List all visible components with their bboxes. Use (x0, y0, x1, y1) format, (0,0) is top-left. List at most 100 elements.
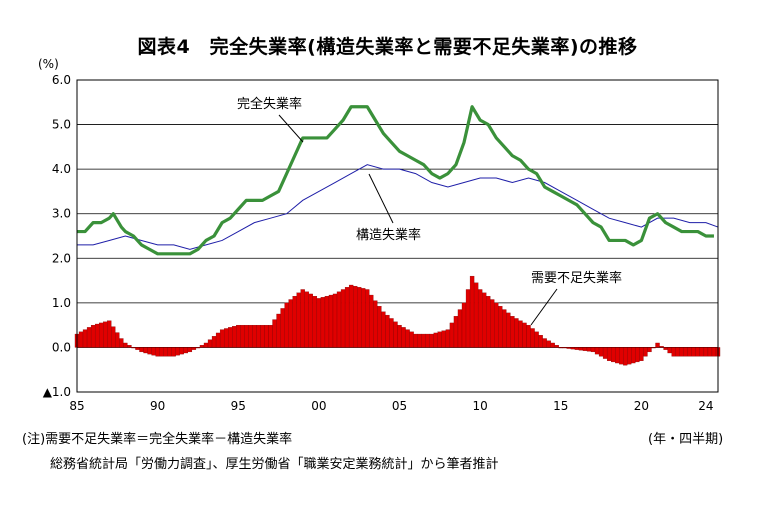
demand-bar-136 (623, 347, 628, 366)
demand-bar-35 (215, 332, 221, 348)
y-axis-unit: (%) (38, 57, 59, 71)
demand-bar-3 (86, 327, 92, 348)
demand-bar-1 (78, 331, 84, 348)
demand-bar-105 (498, 306, 503, 348)
demand-bar-94 (453, 316, 459, 348)
demand-bar-4 (90, 324, 96, 348)
demand-bar-50 (276, 313, 281, 348)
demand-bar-6 (99, 322, 104, 348)
demand-bar-145 (659, 346, 664, 348)
x-tick-label-8: 24 (698, 399, 713, 413)
demand-bar-15 (135, 347, 140, 350)
demand-bar-108 (510, 316, 515, 348)
demand-bar-2 (82, 329, 88, 348)
demand-bar-38 (228, 327, 233, 348)
demand-bar-144 (655, 342, 660, 348)
demand-bar-127 (586, 347, 592, 352)
demand-bar-135 (619, 347, 624, 365)
demand-bar-64 (332, 293, 338, 348)
demand-bar-51 (280, 308, 285, 348)
demand-bar-131 (602, 347, 608, 359)
demand-bar-130 (598, 347, 604, 357)
y-tick-label-3: 3.0 (52, 207, 71, 221)
demand-bar-10 (115, 332, 120, 348)
demand-bar-139 (635, 347, 640, 363)
demand-bar-128 (590, 347, 596, 353)
demand-bar-141 (643, 347, 648, 357)
demand-bar-40 (236, 324, 241, 348)
demand-bar-65 (336, 291, 342, 348)
demand-bar-93 (449, 322, 455, 348)
x-tick-label-5: 10 (473, 399, 488, 413)
demand-bar-91 (441, 330, 447, 348)
demand-bar-81 (401, 327, 406, 348)
demand-bar-9 (111, 326, 116, 348)
demand-bar-54 (292, 296, 297, 348)
demand-bar-67 (344, 287, 350, 348)
demand-bar-56 (300, 289, 305, 348)
demand-bar-48 (268, 324, 273, 348)
demand-bar-126 (582, 347, 588, 351)
demand-bar-84 (413, 333, 418, 348)
x-tick-label-1: 90 (150, 399, 165, 413)
demand-bar-151 (683, 347, 688, 357)
demand-bar-111 (522, 322, 527, 348)
demand-bar-115 (538, 335, 543, 348)
y-tick-label-6: 0.0 (52, 340, 71, 354)
demand-bar-92 (445, 329, 451, 348)
y-tick-label-1: 5.0 (52, 118, 71, 132)
demand-bar-19 (151, 347, 156, 356)
demand-bar-89 (433, 332, 438, 348)
label-structural-rate: 構造失業率 (356, 227, 421, 243)
demand-bar-33 (207, 339, 213, 348)
y-tick-label-4: 2.0 (52, 251, 71, 265)
demand-bar-153 (691, 347, 696, 357)
demand-shortfall-bars (74, 275, 721, 366)
demand-bar-158 (711, 347, 717, 357)
demand-bar-23 (167, 347, 172, 357)
line-layer (77, 105, 719, 256)
x-tick-label-7: 20 (634, 399, 649, 413)
demand-bar-21 (159, 347, 164, 357)
demand-bar-106 (502, 309, 507, 348)
demand-bar-68 (348, 284, 354, 348)
demand-bar-44 (252, 324, 257, 348)
note-formula: (注)需要不足失業率＝完全失業率－構造失業率 (22, 432, 293, 447)
demand-bar-43 (248, 324, 253, 348)
demand-bar-73 (369, 294, 374, 348)
demand-bar-140 (639, 347, 644, 361)
demand-bar-24 (171, 347, 176, 357)
demand-bar-123 (570, 347, 576, 350)
demand-bar-125 (578, 347, 584, 351)
demand-bar-70 (357, 287, 362, 348)
y-tick-label-0: 6.0 (52, 73, 71, 87)
demand-bar-80 (397, 324, 402, 348)
demand-bar-66 (340, 289, 346, 348)
demand-bar-16 (139, 347, 144, 353)
demand-bar-148 (671, 347, 676, 357)
demand-bar-25 (175, 347, 180, 356)
demand-bar-117 (546, 340, 551, 348)
demand-bar-118 (550, 342, 555, 348)
demand-bar-26 (179, 347, 184, 355)
y-tick-label-7: ▲1.0 (43, 385, 71, 399)
demand-bar-101 (482, 292, 487, 348)
y-tick-label-2: 4.0 (52, 162, 71, 176)
demand-bar-74 (373, 300, 378, 348)
demand-bar-83 (409, 331, 414, 348)
demand-bar-59 (312, 296, 318, 348)
demand-bar-122 (566, 347, 572, 349)
demand-bar-45 (256, 324, 261, 348)
x-tick-label-2: 95 (231, 399, 246, 413)
structural-rate-line (77, 164, 719, 250)
demand-bar-88 (429, 333, 434, 348)
demand-bar-22 (163, 347, 168, 357)
demand-bar-77 (385, 314, 390, 348)
demand-bar-107 (506, 312, 511, 348)
demand-bar-41 (240, 324, 245, 348)
demand-bar-57 (304, 291, 309, 348)
demand-bar-61 (320, 297, 326, 348)
demand-bar-34 (211, 336, 217, 348)
demand-bar-150 (679, 347, 684, 357)
